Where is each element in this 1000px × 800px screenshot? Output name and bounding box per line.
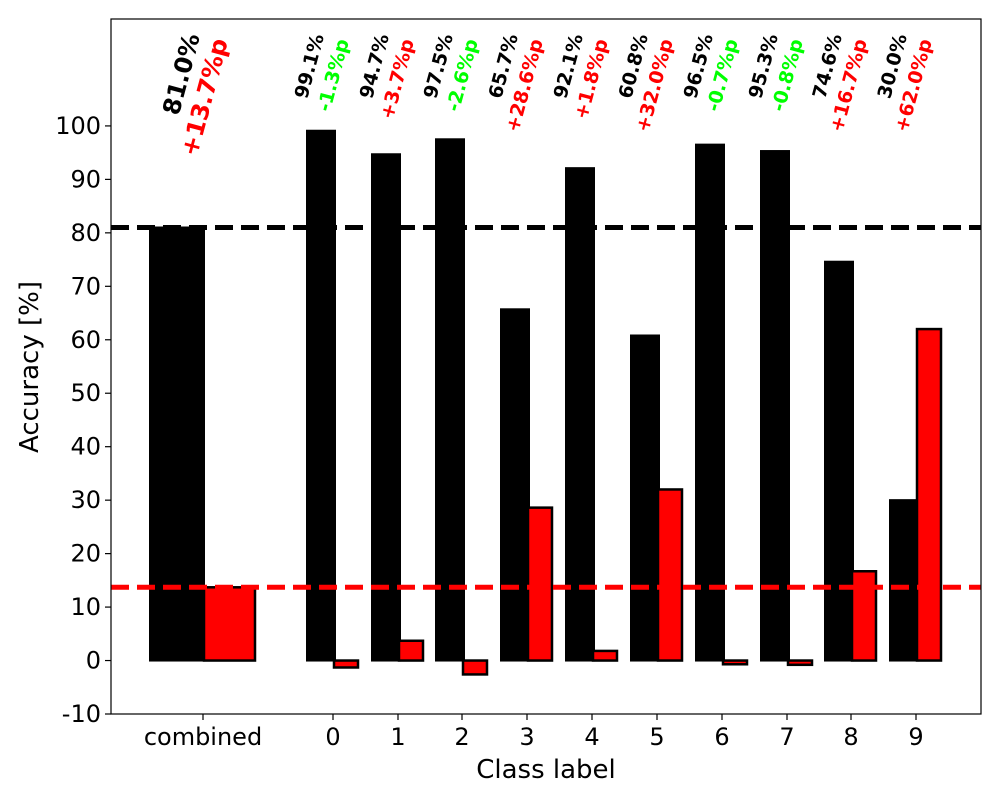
x-axis-title: Class label	[476, 755, 616, 785]
x-axis: combined 0 1 2 3 4 5 6 7 8 9	[144, 714, 924, 751]
x-tick-label: 4	[584, 723, 599, 751]
x-tick-label: 6	[714, 723, 729, 751]
bar-change-4	[591, 649, 619, 662]
bar-accuracy-2	[435, 138, 465, 662]
bar-change-0	[332, 659, 360, 669]
y-tick-label: 80	[70, 219, 101, 247]
x-tick-label: 3	[519, 723, 534, 751]
bar-change-8	[850, 570, 878, 662]
x-tick-label: 9	[908, 723, 923, 751]
bar-change-9	[915, 327, 943, 662]
y-tick-label: 0	[86, 647, 101, 675]
bar-accuracy-8	[824, 260, 854, 662]
x-tick-label: 8	[843, 723, 858, 751]
bar-annotations: 81.0%+13.7%p 99.1%-1.3%p 94.7%+3.7%p 97.5%-…	[157, 30, 937, 159]
bar-change-5	[656, 488, 684, 662]
y-tick-label: 70	[70, 272, 101, 300]
y-axis: -10 0 10 20 30 40 50 60 70 80 90 100	[55, 112, 111, 728]
bar-change-7	[786, 659, 814, 667]
y-tick-label: -10	[62, 700, 101, 728]
x-tick-label: 1	[390, 723, 405, 751]
y-tick-label: 50	[70, 379, 101, 407]
bar-change-6	[721, 659, 749, 666]
bar-change-3	[526, 506, 554, 662]
bar-change-combined	[202, 586, 257, 662]
bar-accuracy-7	[760, 150, 790, 662]
y-tick-label: 90	[70, 165, 101, 193]
plot-area-frame	[110, 18, 982, 715]
bar-accuracy-combined	[149, 226, 205, 662]
bar-accuracy-6	[695, 143, 725, 662]
y-tick-label: 100	[55, 112, 101, 140]
y-axis-title: Accuracy [%]	[15, 281, 45, 453]
x-tick-label: 5	[649, 723, 664, 751]
bar-accuracy-4	[565, 167, 595, 662]
x-tick-label: 2	[454, 723, 469, 751]
x-tick-label: combined	[144, 723, 262, 751]
y-tick-label: 40	[70, 433, 101, 461]
y-tick-label: 60	[70, 326, 101, 354]
y-tick-label: 30	[70, 486, 101, 514]
bar-accuracy-1	[371, 153, 401, 662]
bar-change-2	[461, 659, 489, 676]
x-tick-label: 0	[325, 723, 340, 751]
y-tick-label: 10	[70, 593, 101, 621]
bar-accuracy-5	[630, 334, 660, 662]
bar-accuracy-3	[500, 308, 530, 662]
bar-accuracy-0	[306, 129, 336, 662]
bar-change-1	[397, 639, 425, 662]
y-tick-label: 20	[70, 540, 101, 568]
x-tick-label: 7	[779, 723, 794, 751]
chart-marks	[111, 129, 981, 676]
bar-accuracy-9	[889, 499, 919, 662]
